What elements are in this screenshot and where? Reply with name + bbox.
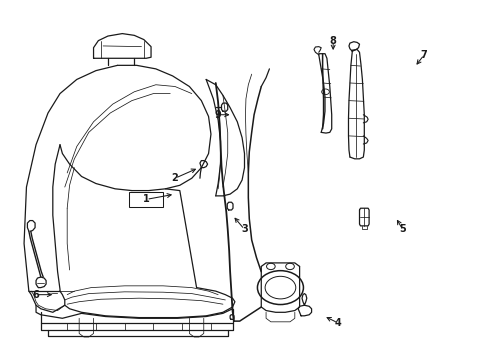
Text: 2: 2 — [171, 173, 178, 183]
Text: 8: 8 — [329, 36, 336, 46]
Text: 1: 1 — [142, 194, 149, 204]
Text: 9: 9 — [214, 110, 221, 120]
Text: 4: 4 — [334, 318, 341, 328]
Text: 5: 5 — [398, 224, 405, 234]
Text: 7: 7 — [420, 50, 427, 60]
Text: 3: 3 — [241, 224, 247, 234]
Text: 6: 6 — [33, 290, 40, 300]
FancyBboxPatch shape — [129, 192, 163, 207]
